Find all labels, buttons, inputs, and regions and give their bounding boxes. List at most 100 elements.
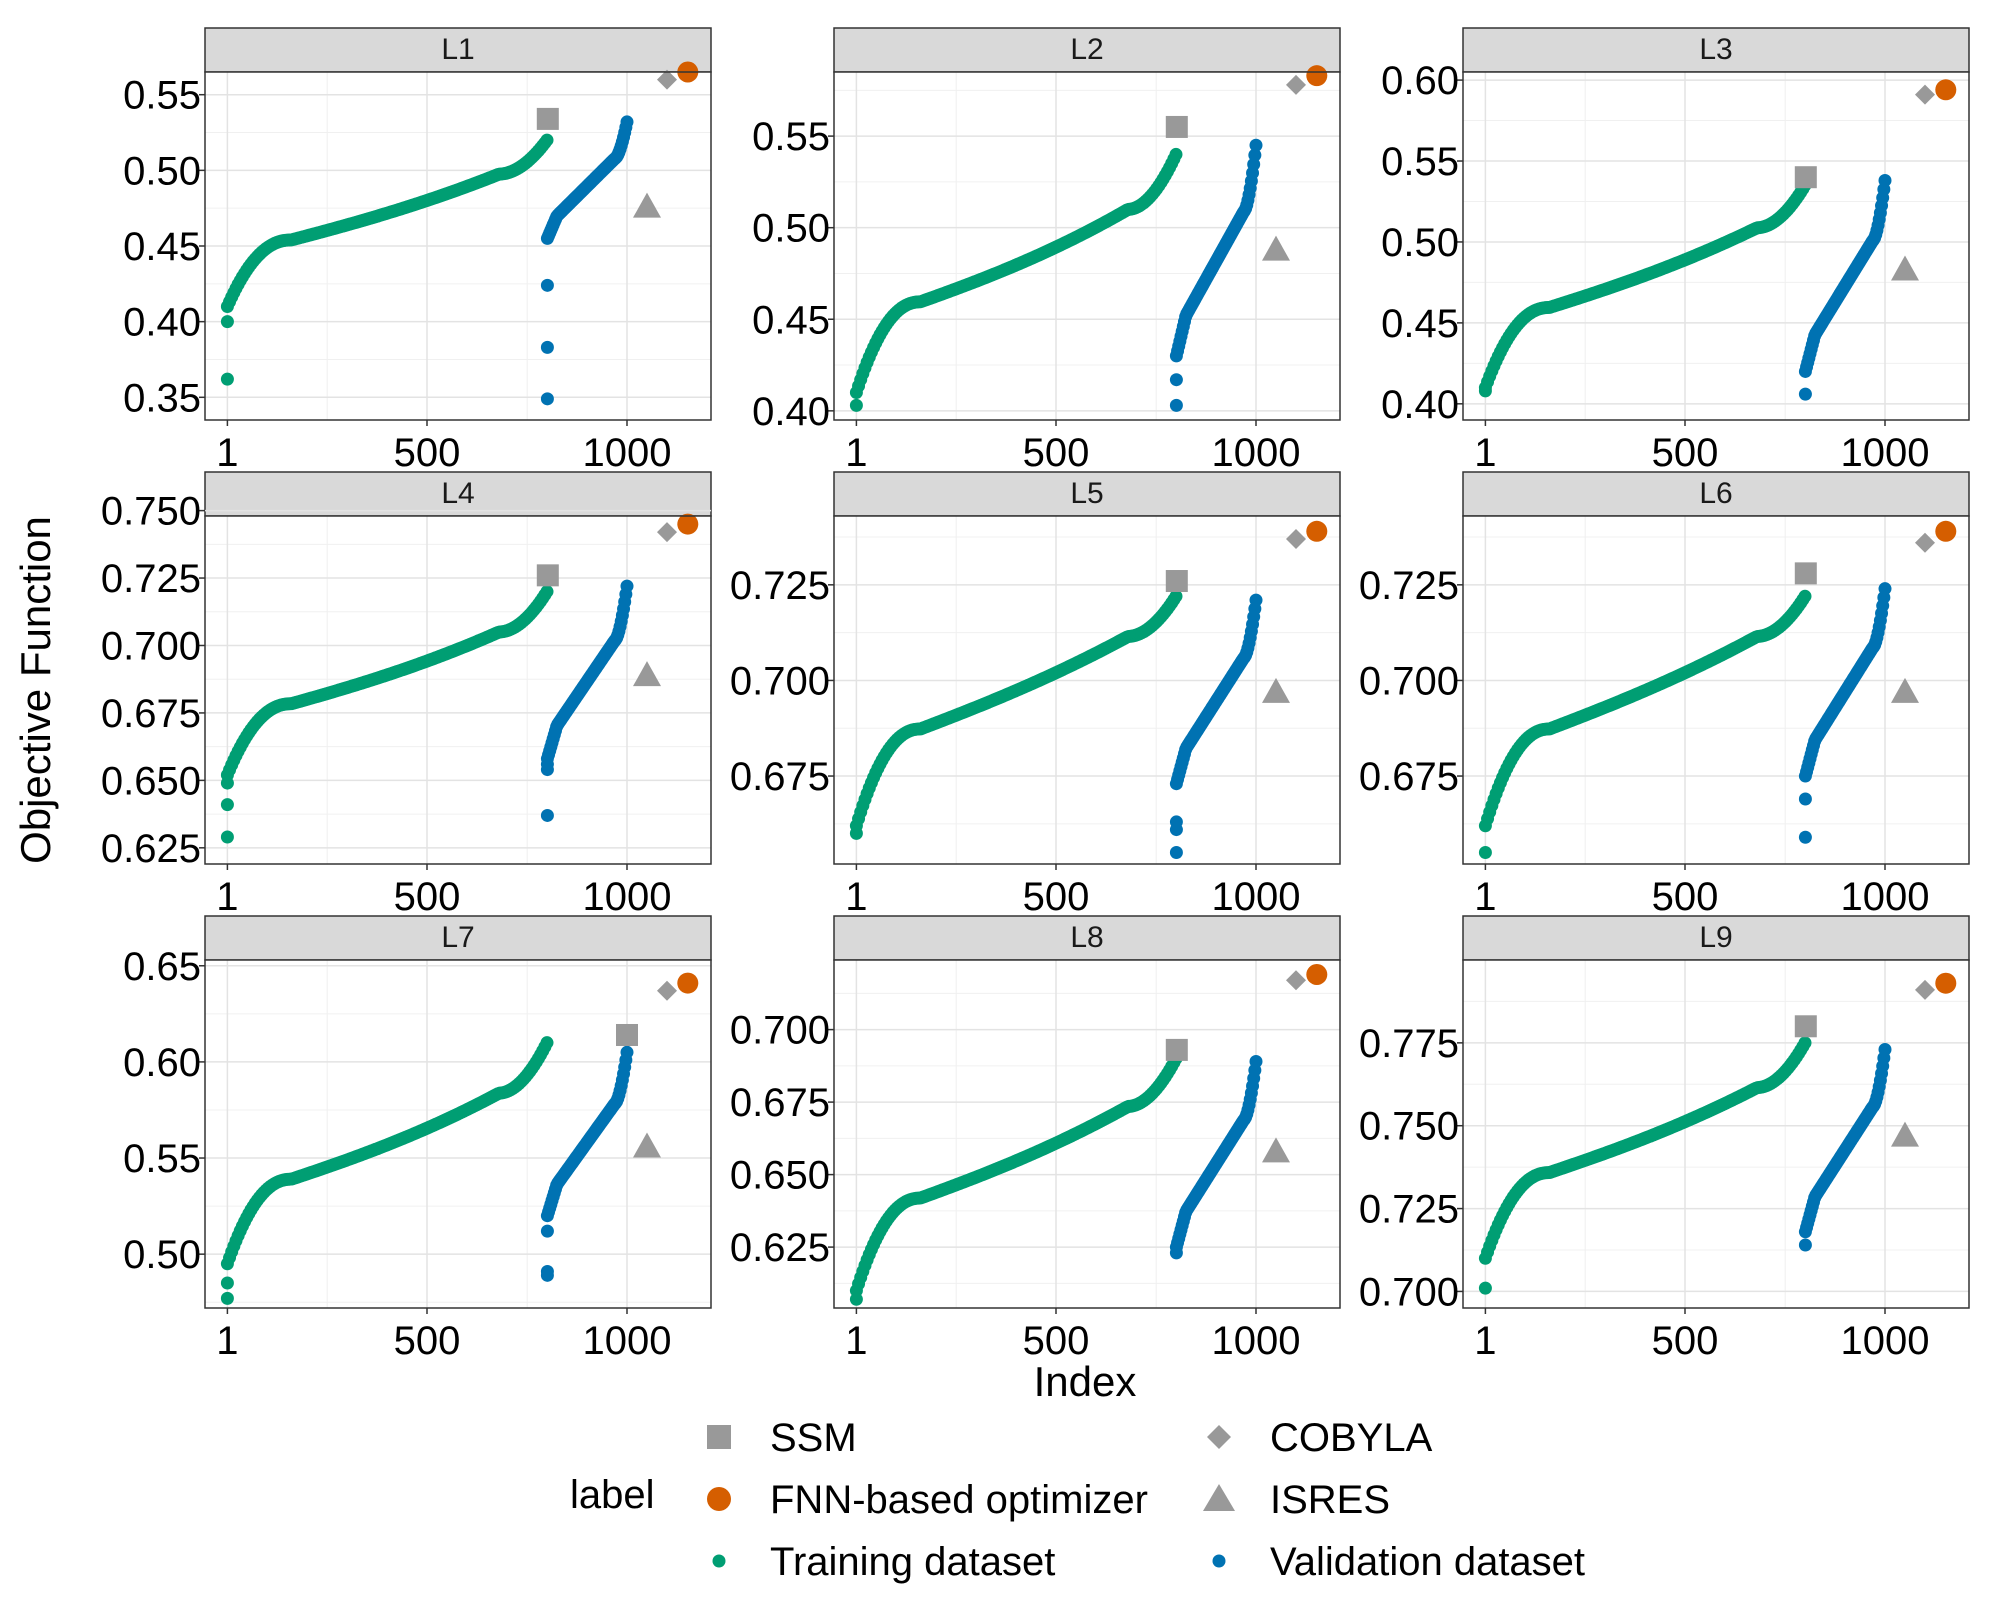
y-tick-label: 0.675	[101, 692, 201, 736]
strip-L6	[1462, 471, 1970, 517]
fnn-optimizer-marker	[1935, 972, 1957, 994]
strip-label-L7: L7	[441, 921, 474, 954]
y-tick-label: 0.675	[730, 1081, 830, 1125]
panel-border-L5	[833, 515, 1341, 865]
y-tick-label: 0.55	[752, 115, 830, 159]
y-tick-label: 0.50	[752, 207, 830, 251]
validation-point	[1878, 582, 1892, 596]
strip-label-L6: L6	[1699, 477, 1732, 510]
panel-L4: L4 0.625 0.650 0.675 0.700 0.725 0.750 1 500 1000	[101, 471, 712, 919]
x-tick-label: 1	[1474, 431, 1496, 475]
ssm-marker	[1165, 570, 1188, 593]
strip-L3	[1462, 27, 1970, 73]
strip-label-L9: L9	[1699, 921, 1732, 954]
fnn-optimizer-marker	[1306, 65, 1328, 87]
cobyla-marker	[1915, 532, 1935, 553]
legend-label-valid: Validation dataset	[1270, 1540, 1585, 1584]
x-tick-label: 500	[1023, 1319, 1090, 1363]
x-tick-label: 500	[1652, 875, 1719, 919]
training-point	[220, 776, 234, 790]
validation-point	[540, 278, 554, 292]
validation-point	[1798, 830, 1812, 844]
legend-label-cobyla: COBYLA	[1270, 1416, 1433, 1460]
y-tick-label: 0.650	[101, 759, 201, 803]
y-tick-label: 0.35	[123, 376, 201, 420]
strip-L1	[204, 27, 712, 73]
training-point	[220, 798, 234, 812]
isres-marker	[1891, 677, 1919, 703]
y-tick-label: 0.700	[101, 624, 201, 668]
validation-point	[1878, 1042, 1892, 1056]
x-tick-label: 1000	[583, 875, 672, 919]
legend: label SSM FNN-based optimizer Training dat…	[570, 1416, 1585, 1584]
x-tick-label: 500	[1023, 431, 1090, 475]
isres-marker	[633, 1132, 661, 1158]
y-tick-label: 0.40	[123, 301, 201, 345]
y-tick-label: 0.625	[730, 1226, 830, 1270]
ssm-marker	[536, 107, 559, 130]
validation-point	[1169, 373, 1183, 387]
validation-point	[620, 579, 634, 593]
training-point	[540, 1036, 554, 1050]
x-tick-label: 500	[394, 1319, 461, 1363]
x-tick-label: 1	[216, 875, 238, 919]
x-tick-label: 1	[845, 431, 867, 475]
fnn-optimizer-marker	[677, 972, 699, 994]
training-point	[220, 1276, 234, 1290]
training-point	[1478, 384, 1492, 398]
y-tick-label: 0.750	[101, 490, 201, 534]
ssm-marker	[1165, 115, 1188, 138]
y-tick-label: 0.45	[1381, 302, 1459, 346]
isres-marker	[1262, 1137, 1290, 1163]
panel-border-L4	[204, 515, 712, 865]
validation-point	[1878, 173, 1892, 187]
cobyla-marker	[1286, 528, 1306, 549]
training-point	[220, 1291, 234, 1305]
validation-point	[1249, 593, 1263, 607]
training-point	[540, 585, 554, 599]
panel-L5: L5 0.675 0.700 0.725 1 500 1000	[730, 471, 1341, 919]
validation-point	[1169, 1246, 1183, 1260]
validation-point	[1248, 148, 1262, 162]
panel-L8: L8 0.625 0.650 0.675 0.700 1 500 1000	[730, 915, 1341, 1363]
training-point	[1169, 147, 1183, 161]
legend-key-train	[712, 1554, 726, 1568]
strip-label-L4: L4	[441, 477, 474, 510]
validation-point	[540, 1264, 554, 1278]
ssm-marker	[1794, 166, 1817, 189]
y-tick-label: 0.725	[101, 557, 201, 601]
x-tick-label: 1	[845, 1319, 867, 1363]
y-tick-label: 0.700	[730, 1009, 830, 1053]
fnn-optimizer-marker	[1306, 520, 1328, 542]
panel-L3: L3 0.40 0.45 0.50 0.55 0.60 1 500 1000	[1381, 27, 1970, 475]
validation-point	[540, 392, 554, 406]
panel-border-L9	[1462, 959, 1970, 1309]
legend-label-train: Training dataset	[770, 1540, 1055, 1584]
panel-border-L3	[1462, 71, 1970, 421]
strip-label-L3: L3	[1699, 33, 1732, 66]
plot-area-L9	[1463, 960, 1969, 1308]
training-point	[849, 1292, 863, 1306]
cobyla-marker	[657, 69, 677, 90]
strip-L4	[204, 471, 712, 517]
ssm-marker	[536, 564, 559, 587]
training-point	[1798, 589, 1812, 603]
y-tick-label: 0.55	[1381, 140, 1459, 184]
validation-point	[1249, 138, 1263, 152]
x-tick-label: 1000	[1841, 431, 1930, 475]
cobyla-marker	[1286, 74, 1306, 95]
y-tick-label: 0.40	[752, 390, 830, 434]
legend-label-fnn: FNN-based optimizer	[770, 1478, 1148, 1522]
cobyla-marker	[1915, 84, 1935, 105]
y-tick-label: 0.45	[123, 225, 201, 269]
validation-point	[620, 115, 634, 129]
y-tick-label: 0.60	[123, 1041, 201, 1085]
strip-label-L2: L2	[1070, 33, 1103, 66]
y-tick-label: 0.775	[1359, 1022, 1459, 1066]
legend-key-valid	[1212, 1554, 1226, 1568]
legend-label-isres: ISRES	[1270, 1478, 1390, 1522]
y-tick-label: 0.725	[1359, 564, 1459, 608]
isres-marker	[633, 192, 661, 218]
validation-point	[540, 757, 554, 771]
